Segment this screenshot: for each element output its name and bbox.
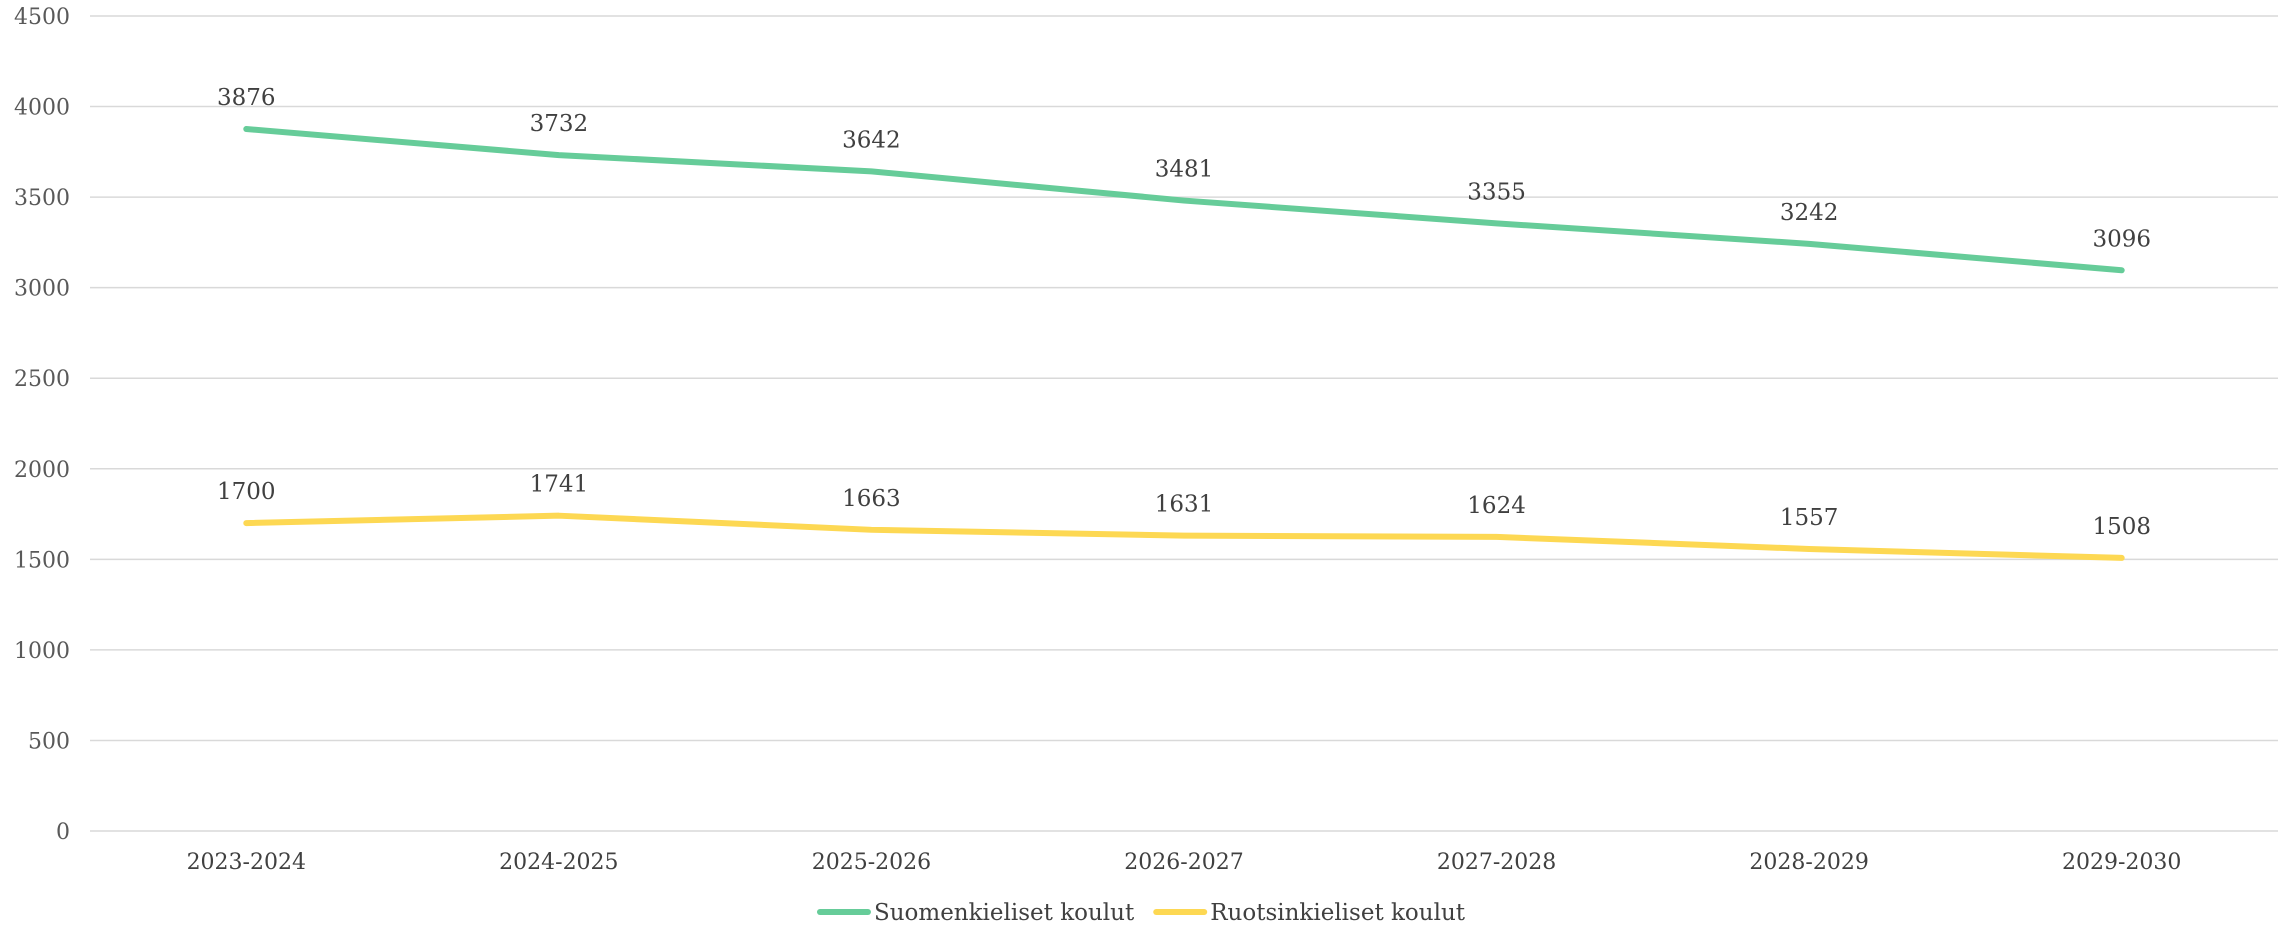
x-tick-label: 2023-2024 bbox=[187, 850, 306, 875]
data-label: 3096 bbox=[2092, 226, 2151, 252]
data-label: 3732 bbox=[530, 111, 589, 137]
gridlines bbox=[90, 15, 2278, 832]
y-tick-label: 2000 bbox=[14, 458, 70, 483]
data-label: 3355 bbox=[1467, 179, 1526, 205]
x-tick-label: 2024-2025 bbox=[499, 850, 618, 875]
y-tick-label: 4500 bbox=[14, 5, 70, 30]
y-tick-label: 3000 bbox=[14, 277, 70, 302]
data-labels: 3876 3732 3642 3481 3355 3242 3096 1700 1741 1663… bbox=[217, 85, 2151, 540]
data-label: 1700 bbox=[217, 479, 276, 505]
data-label: 1557 bbox=[1780, 505, 1839, 531]
series-line-1 bbox=[243, 126, 2125, 274]
x-axis: 2023-2024 2024-2025 2025-2026 2026-2027 2027… bbox=[187, 850, 2182, 875]
y-tick-label: 1000 bbox=[14, 639, 70, 664]
data-label: 1741 bbox=[530, 472, 589, 498]
legend-label: Suomenkieliset koulut bbox=[874, 900, 1135, 926]
x-tick-label: 2026-2027 bbox=[1124, 850, 1243, 875]
data-label: 1508 bbox=[2092, 514, 2151, 540]
data-label: 3876 bbox=[217, 85, 276, 111]
y-tick-label: 500 bbox=[28, 729, 70, 754]
data-label: 1624 bbox=[1467, 493, 1526, 519]
data-label: 3642 bbox=[842, 127, 901, 153]
legend-item: Ruotsinkieliset koulut bbox=[1153, 900, 1466, 926]
data-label: 1663 bbox=[842, 486, 901, 512]
y-tick-label: 1500 bbox=[14, 548, 70, 573]
y-tick-label: 0 bbox=[56, 820, 70, 845]
series-line-2 bbox=[243, 512, 2125, 561]
series-lines bbox=[243, 126, 2125, 561]
y-tick-label: 2500 bbox=[14, 367, 70, 392]
legend-item: Suomenkieliset koulut bbox=[816, 900, 1135, 926]
data-label: 1631 bbox=[1155, 492, 1214, 518]
y-axis: 0 500 1000 1500 2000 2500 3000 3500 4000 4500 bbox=[14, 5, 70, 845]
data-label: 3242 bbox=[1780, 200, 1839, 226]
x-tick-label: 2028-2029 bbox=[1749, 850, 1868, 875]
y-tick-label: 4000 bbox=[14, 96, 70, 121]
data-label: 3481 bbox=[1155, 157, 1214, 183]
x-tick-label: 2029-2030 bbox=[2062, 850, 2181, 875]
x-tick-label: 2027-2028 bbox=[1437, 850, 1556, 875]
y-tick-label: 3500 bbox=[14, 186, 70, 211]
legend: Suomenkieliset koulut Ruotsinkieliset kou… bbox=[816, 900, 1466, 926]
x-tick-label: 2025-2026 bbox=[812, 850, 931, 875]
legend-label: Ruotsinkieliset koulut bbox=[1210, 900, 1466, 926]
